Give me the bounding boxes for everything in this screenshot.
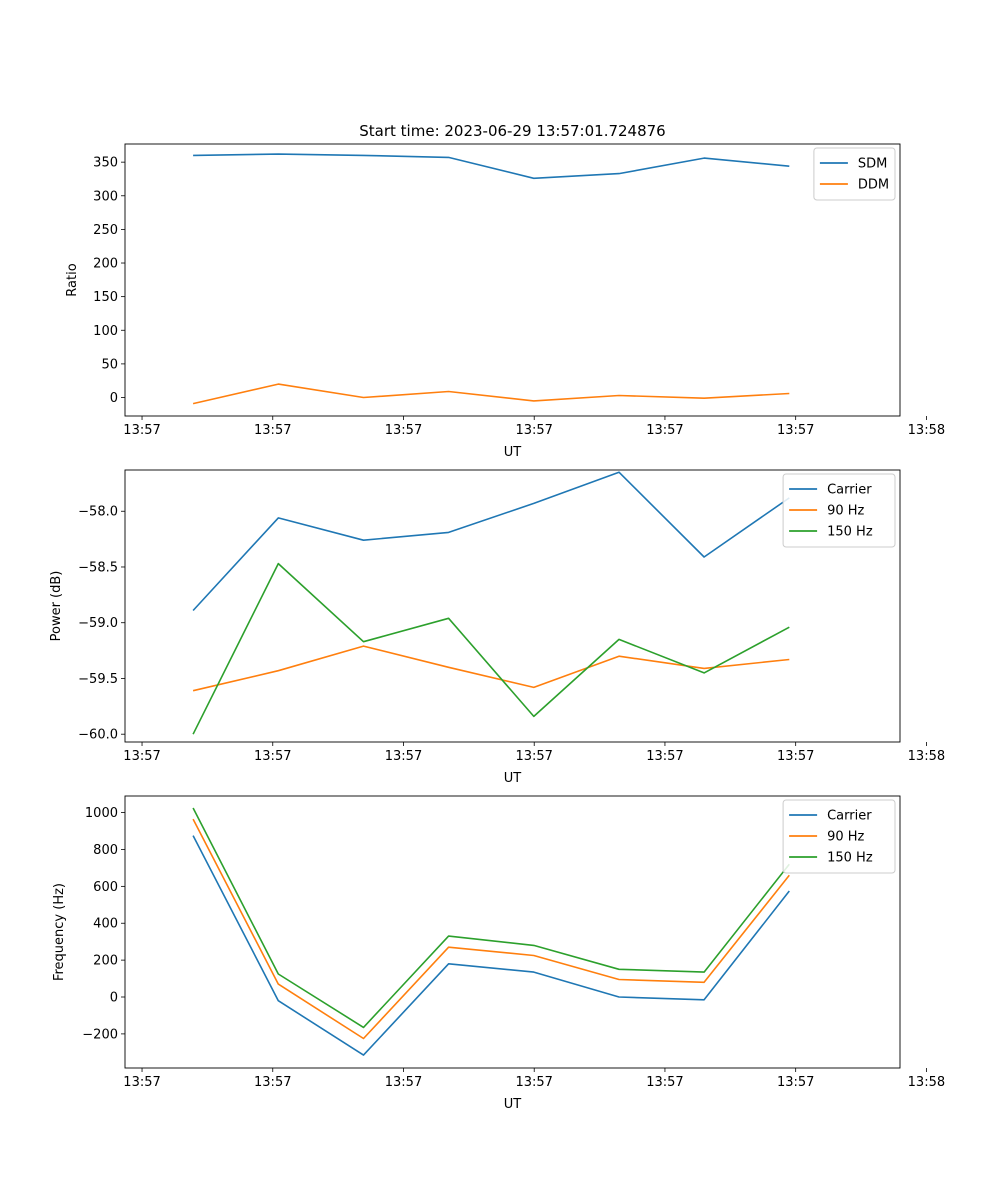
legend-box (782, 473, 896, 548)
legend-label: 90 Hz (827, 830, 864, 845)
x-tick-label: 13:57 (646, 749, 683, 764)
legend-label: 150 Hz (827, 851, 873, 866)
y-tick-label: 100 (93, 324, 118, 339)
y-tick-label: 50 (101, 357, 118, 372)
x-axis-label: UT (504, 771, 522, 786)
x-tick-label: 13:58 (908, 749, 945, 764)
series-line-sdm (193, 153, 790, 180)
x-axis-label: UT (504, 1097, 522, 1112)
y-tick-label: 1000 (85, 806, 118, 821)
series-line-carrier (192, 471, 790, 612)
x-tick-label: 13:57 (254, 1075, 291, 1090)
power-subplot: 13:57 13:57 13:57 13:57 13:57 13:57 13:58 UT −58… (49, 469, 945, 786)
y-tick-label: 300 (93, 189, 118, 204)
legend-label: Carrier (827, 483, 872, 498)
x-tick-label: 13:57 (515, 749, 552, 764)
x-tick-label: 13:57 (646, 423, 683, 438)
legend: Carrier 90 Hz 150 Hz (782, 799, 896, 874)
ratio-subplot: 13:57 13:57 13:57 13:57 13:57 13:57 13:58 UT 0 50… (65, 143, 945, 460)
y-axis-label: Power (dB) (49, 571, 64, 642)
legend-box (782, 799, 896, 874)
y-tick-label: −58.0 (78, 505, 118, 520)
x-tick-label: 13:57 (123, 1075, 160, 1090)
series-line-90-hz (192, 818, 790, 1040)
y-tick-label: 250 (93, 223, 118, 238)
y-tick-label: −59.5 (78, 672, 118, 687)
x-tick-label: 13:57 (777, 423, 814, 438)
y-tick-label: −59.0 (78, 616, 118, 631)
x-tick-label: 13:57 (515, 1075, 552, 1090)
frequency-subplot: 13:57 13:57 13:57 13:57 13:57 13:57 13:58 UT −20… (52, 795, 945, 1112)
axes-frame (124, 143, 901, 417)
y-axis-label: Ratio (65, 263, 80, 296)
legend: Carrier 90 Hz 150 Hz (782, 473, 896, 548)
series-line-ddm (192, 383, 790, 405)
y-tick-label: −58.5 (78, 560, 118, 575)
axes-frame (124, 469, 901, 743)
y-tick-label: −200 (82, 1027, 118, 1042)
x-tick-label: 13:57 (777, 1075, 814, 1090)
x-tick-label: 13:57 (123, 749, 160, 764)
x-tick-label: 13:57 (646, 1075, 683, 1090)
x-tick-label: 13:57 (515, 423, 552, 438)
x-tick-label: 13:57 (385, 423, 422, 438)
axes-frame (124, 795, 901, 1069)
legend-label: 150 Hz (827, 525, 873, 540)
y-tick-label: 800 (93, 843, 118, 858)
y-tick-label: 150 (93, 290, 118, 305)
y-tick-label: 0 (110, 391, 118, 406)
x-tick-label: 13:57 (385, 1075, 422, 1090)
y-tick-label: 200 (93, 257, 118, 272)
y-tick-label: 600 (93, 880, 118, 895)
y-tick-label: 400 (93, 917, 118, 932)
legend-box (813, 147, 896, 201)
y-tick-label: 200 (93, 954, 118, 969)
series-line-150-hz (192, 807, 790, 1029)
series-line-carrier (192, 835, 790, 1056)
series-line-90-hz (192, 645, 790, 692)
legend-label: DDM (858, 178, 889, 193)
x-tick-label: 13:57 (123, 423, 160, 438)
x-tick-label: 13:58 (908, 1075, 945, 1090)
y-axis-label: Frequency (Hz) (52, 883, 67, 981)
y-tick-label: 0 (110, 991, 118, 1006)
legend-label: SDM (858, 157, 887, 172)
x-tick-label: 13:57 (777, 749, 814, 764)
legend-label: 90 Hz (827, 504, 864, 519)
series-line-150-hz (192, 562, 790, 735)
y-tick-label: 350 (93, 156, 118, 171)
x-tick-label: 13:57 (385, 749, 422, 764)
x-tick-label: 13:57 (254, 423, 291, 438)
x-axis-label: UT (504, 445, 522, 460)
chart-title: Start time: 2023-06-29 13:57:01.724876 (359, 122, 665, 140)
x-tick-label: 13:57 (254, 749, 291, 764)
legend-label: Carrier (827, 809, 872, 824)
legend: SDM DDM (813, 147, 896, 201)
y-tick-label: −60.0 (78, 728, 118, 743)
x-tick-label: 13:58 (908, 423, 945, 438)
